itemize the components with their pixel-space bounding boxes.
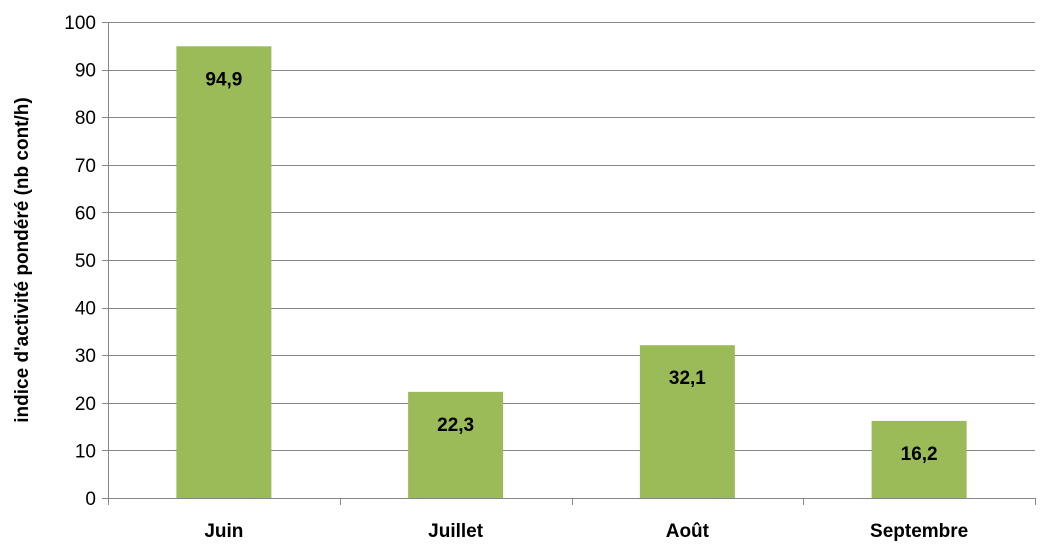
y-tick-label-90: 90 <box>75 61 96 82</box>
y-tick-label-100: 100 <box>64 13 96 34</box>
data-labels: 94,9 22,3 32,1 16,2 <box>205 69 937 465</box>
bar-juin <box>176 46 272 498</box>
x-tick-label-septembre: Septembre <box>870 521 968 542</box>
y-axis-title: indice d'activité pondéré (nb cont/h) <box>12 97 33 422</box>
y-tick-label-80: 80 <box>75 108 96 129</box>
y-tick-label-20: 20 <box>75 394 96 415</box>
x-tick-label-août: Août <box>666 521 710 542</box>
y-tick-label-70: 70 <box>75 156 96 177</box>
data-label-septembre: 16,2 <box>901 444 938 465</box>
data-label-juillet: 22,3 <box>437 415 474 436</box>
y-tick-label-40: 40 <box>75 299 96 320</box>
y-tick-labels: 0 10 20 30 40 50 60 70 80 90 100 <box>64 13 96 510</box>
y-tick-label-0: 0 <box>85 489 96 510</box>
y-tick-label-30: 30 <box>75 346 96 367</box>
x-tick-label-juillet: Juillet <box>428 521 484 542</box>
y-tick-label-60: 60 <box>75 203 96 224</box>
bar-juillet <box>408 391 504 498</box>
x-tick-labels: Juin Juillet Août Septembre <box>204 521 968 542</box>
bars <box>176 46 967 498</box>
data-label-juin: 94,9 <box>205 69 242 90</box>
axes <box>102 22 1036 505</box>
y-tick-label-10: 10 <box>75 441 96 462</box>
y-tick-label-50: 50 <box>75 251 96 272</box>
data-label-août: 32,1 <box>669 368 706 389</box>
x-tick-label-juin: Juin <box>204 521 243 542</box>
bar-août <box>639 345 735 498</box>
bar-septembre <box>871 420 967 498</box>
